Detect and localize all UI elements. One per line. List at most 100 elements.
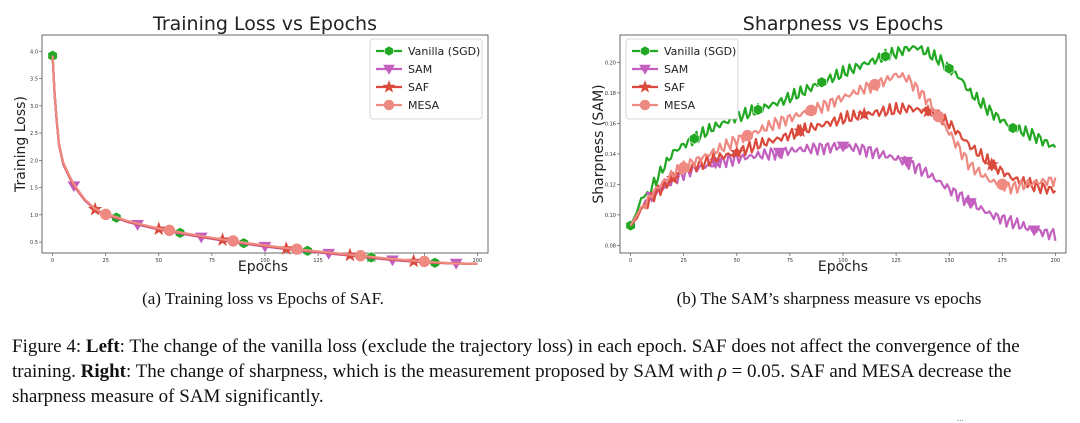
y-tick-label: 2.5 — [30, 131, 38, 137]
y-tick-label: 2.0 — [30, 158, 38, 164]
data-point-saf — [729, 144, 744, 159]
y-tick-label: 0.5 — [30, 240, 38, 246]
caption-figure-label: Figure 4: — [12, 336, 82, 357]
series-layer — [625, 44, 1057, 241]
x-tick-label: 75 — [787, 258, 793, 264]
data-point-mesa — [163, 224, 176, 237]
y-ticks: 0.08 0.10 0.12 0.14 0.16 0.18 0.20 — [605, 60, 620, 249]
caption-right-text-1: : The change of sharpness, which is the … — [126, 361, 713, 382]
caption-left-text: : The change of the vanilla loss (exclud… — [12, 336, 1020, 382]
y-ticks: 0.5 1.0 1.5 2.0 2.5 3.0 3.5 4.0 — [30, 49, 42, 246]
legend-marker-mesa — [639, 99, 651, 111]
x-tick-label: 50 — [156, 258, 162, 264]
series-line-mesa — [51, 55, 478, 265]
y-tick-label: 0.20 — [605, 60, 616, 66]
x-tick-label: 0 — [629, 258, 632, 264]
y-tick-label: 3.0 — [30, 104, 38, 110]
x-tick-label: 100 — [838, 258, 848, 264]
series-line-vanilla — [629, 44, 1057, 227]
x-tick-label: 25 — [103, 258, 109, 264]
x-tick-label: 125 — [891, 258, 901, 264]
sharpness-chart: Sharpness vs Epochs Epochs Sharpness (SA… — [591, 13, 1067, 308]
data-point-mesa — [996, 178, 1009, 191]
x-tick-label: 0 — [51, 258, 54, 264]
data-point-sam — [836, 141, 850, 153]
y-tick-label: 0.10 — [605, 213, 616, 219]
data-point-sam — [772, 147, 786, 159]
x-tick-label: 50 — [734, 258, 740, 264]
data-point-mesa — [291, 243, 303, 255]
x-tick-label: 175 — [998, 258, 1008, 264]
data-point-mesa — [869, 78, 881, 91]
data-point-vanilla — [944, 62, 955, 75]
y-tick-label: 0.08 — [605, 243, 616, 249]
caption-rho-value: = 0.05 — [726, 361, 781, 382]
caption-right-label: Right — [80, 361, 127, 382]
x-tick-label: 100 — [260, 258, 270, 264]
y-tick-label: 0.16 — [605, 121, 616, 127]
training-loss-chart: Training Loss vs Epochs Epochs Training … — [13, 13, 489, 308]
x-tick-label: 200 — [473, 258, 483, 264]
data-point-vanilla — [1007, 122, 1018, 134]
legend-label-vanilla: Vanilla (SGD) — [664, 45, 736, 58]
legend-label-mesa: MESA — [664, 99, 696, 112]
x-tick-label: 25 — [681, 258, 687, 264]
data-point-mesa — [418, 255, 431, 268]
data-point-vanilla — [816, 76, 827, 89]
figure-caption: Figure 4: Left: The change of the vanill… — [12, 334, 1072, 409]
data-point-mesa — [99, 208, 112, 221]
legend-box — [369, 38, 483, 120]
data-point-saf — [857, 106, 872, 121]
data-point-sam — [964, 198, 977, 209]
legend-label-saf: SAF — [664, 81, 685, 94]
x-ticks: 0 25 50 75 100 125 150 175 200 — [629, 253, 1060, 264]
legend: Vanilla (SGD) SAM SAF MESA — [625, 38, 739, 120]
legend-marker-vanilla — [384, 45, 394, 57]
x-tick-label: 200 — [1051, 258, 1061, 264]
y-axis-label: Sharpness (SAM) — [591, 84, 607, 203]
data-point-vanilla — [752, 103, 764, 116]
legend-label-sam: SAM — [408, 63, 432, 76]
data-point-mesa — [227, 235, 239, 247]
x-tick-label: 150 — [944, 258, 954, 264]
data-point-vanilla — [689, 132, 700, 145]
subcaption-left: (a) Training loss vs Epochs of SAF. — [142, 289, 384, 308]
x-tick-label: 125 — [313, 258, 323, 264]
legend: Vanilla (SGD) SAM SAF MESA — [369, 38, 483, 120]
y-tick-label: 3.5 — [30, 77, 38, 83]
x-axis-label: Epochs — [818, 259, 868, 275]
data-point-saf — [984, 157, 999, 171]
subcaption-right: (b) The SAM’s sharpness measure vs epoch… — [677, 289, 982, 308]
legend-marker-mesa — [383, 99, 395, 111]
y-tick-label: 4.0 — [30, 49, 38, 55]
data-point-mesa — [932, 110, 945, 123]
legend-marker-saf — [382, 80, 396, 93]
legend-label-saf: SAF — [408, 81, 429, 94]
data-point-sam — [1027, 225, 1041, 237]
chart-title: Training Loss vs Epochs — [152, 13, 377, 35]
y-tick-label: 1.5 — [30, 186, 38, 192]
chart-title: Sharpness vs Epochs — [743, 13, 943, 35]
page-mark: ... — [957, 413, 964, 423]
legend-label-mesa: MESA — [408, 99, 440, 112]
data-point-sam — [900, 156, 914, 168]
caption-rho-symbol: ρ — [717, 361, 727, 382]
legend-marker-sam — [383, 64, 395, 75]
x-tick-label: 75 — [209, 258, 215, 264]
legend-label-sam: SAM — [664, 63, 688, 76]
data-point-saf — [793, 123, 808, 138]
y-tick-label: 1.0 — [30, 213, 38, 219]
y-tick-label: 0.14 — [605, 152, 616, 158]
y-axis-label: Training Loss) — [13, 96, 29, 193]
legend-marker-vanilla — [640, 45, 650, 57]
data-point-vanilla — [880, 50, 891, 63]
series-layer — [47, 49, 478, 270]
caption-left-label: Left — [85, 336, 120, 357]
y-tick-label: 0.12 — [605, 182, 616, 188]
data-point-mesa — [354, 250, 367, 262]
legend-label-vanilla: Vanilla (SGD) — [408, 45, 480, 58]
figure-4: Training Loss vs Epochs Epochs Training … — [13, 13, 1067, 308]
legend-box — [625, 38, 739, 120]
caption-right-text-2: . SAF and MESA decrease the sharpness me… — [12, 361, 1012, 407]
legend-marker-sam — [639, 64, 651, 75]
